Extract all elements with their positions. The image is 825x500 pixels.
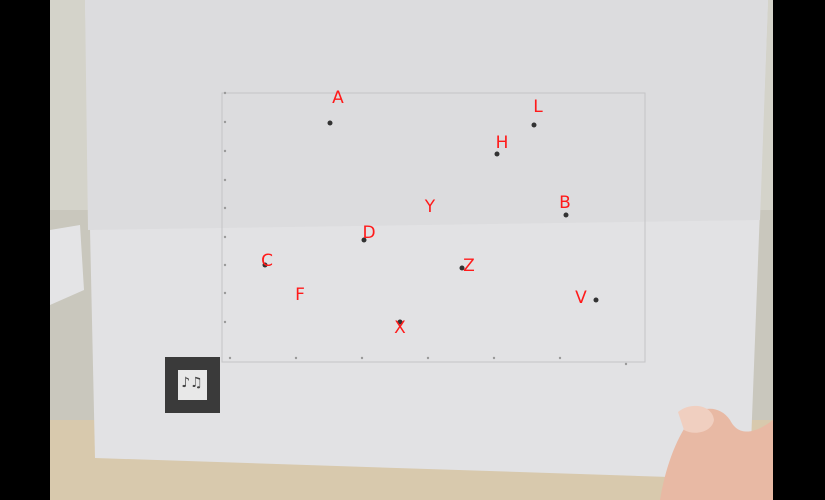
paper-shade — [85, 0, 768, 230]
label: Z — [463, 256, 475, 276]
label: X — [394, 318, 406, 338]
plot-frame — [221, 92, 646, 363]
label: A — [332, 88, 344, 108]
marker-icon: ♪♫ — [181, 375, 203, 391]
overlay-labels: A L H Y B D C Z F V X — [261, 88, 587, 338]
label: D — [362, 223, 375, 243]
label: F — [295, 285, 305, 305]
paper-stack — [50, 225, 84, 305]
label: H — [496, 133, 509, 153]
label: V — [575, 288, 587, 308]
points — [262, 120, 599, 325]
label: B — [559, 193, 571, 213]
marker-inner — [178, 370, 207, 400]
finger — [678, 405, 714, 433]
axis-ticks — [223, 91, 628, 366]
label: Y — [424, 197, 436, 217]
label: L — [533, 97, 543, 117]
label: C — [261, 251, 273, 271]
